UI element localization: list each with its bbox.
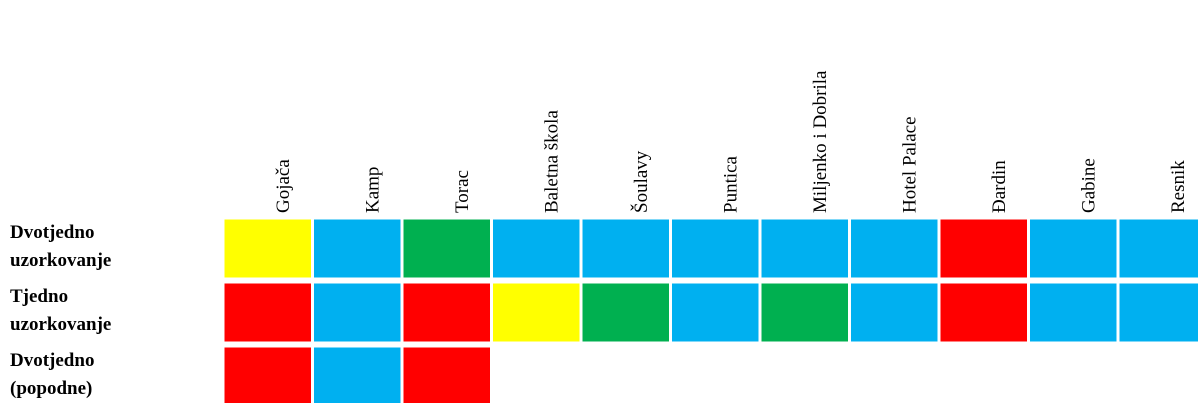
row-label-3-line-1: Dvotjedno xyxy=(10,350,94,371)
cell-row3-kamp xyxy=(314,347,401,403)
cell-row1-baletna-skola xyxy=(493,219,580,278)
column-label-soulavy: Šoulavy xyxy=(630,150,652,213)
cell-row3-gojaca xyxy=(224,347,311,403)
column-labels: Gojača Kamp Torac Baletna škola Šoulavy Punti… xyxy=(273,70,1189,213)
cell-row2-puntica xyxy=(672,283,759,342)
cell-row2-gabine xyxy=(1030,283,1117,342)
row-label-2-line-2: uzorkovanje xyxy=(10,314,111,335)
column-label-gabine: Gabine xyxy=(1079,158,1100,213)
cell-row2-torac xyxy=(403,283,490,342)
row-label-3-line-2: (popodne) xyxy=(10,378,92,399)
column-label-gojaca: Gojača xyxy=(273,159,294,213)
cell-row1-puntica xyxy=(672,219,759,278)
cell-row1-torac xyxy=(403,219,490,278)
column-label-resnik: Resnik xyxy=(1168,160,1189,213)
cell-row2-resnik xyxy=(1119,283,1198,342)
column-label-puntica: Puntica xyxy=(721,155,742,213)
row-label-2-line-1: Tjedno xyxy=(10,286,68,307)
column-label-miljenko-i-dobrila: Miljenko i Dobrila xyxy=(810,70,831,213)
cell-row2-kamp xyxy=(314,283,401,342)
cell-row1-resnik xyxy=(1119,219,1198,278)
row-label-1-line-2: uzorkovanje xyxy=(10,250,111,271)
column-label-baletna-skola: Baletna škola xyxy=(542,110,563,213)
cell-row2-hotel-palace xyxy=(851,283,938,342)
row-labels: Dvotjedno uzorkovanje Tjedno uzorkovanje Dvo… xyxy=(10,222,111,399)
cell-row2-baletna-skola xyxy=(493,283,580,342)
cell-row2-soulavy xyxy=(582,283,669,342)
cell-row2-gojaca xyxy=(224,283,311,342)
cell-row1-dardin xyxy=(940,219,1027,278)
column-label-dardin: Đardin xyxy=(989,160,1010,213)
cell-row3-torac xyxy=(403,347,490,403)
cell-row2-dardin xyxy=(940,283,1027,342)
cell-row1-kamp xyxy=(314,219,401,278)
cell-row1-hotel-palace xyxy=(851,219,938,278)
column-label-kamp: Kamp xyxy=(363,167,384,213)
cell-row1-soulavy xyxy=(582,219,669,278)
cell-row1-gojaca xyxy=(224,219,311,278)
heatmap-cells xyxy=(224,219,1198,403)
column-label-torac: Torac xyxy=(452,170,473,213)
row-label-1-line-1: Dvotjedno xyxy=(10,222,94,243)
cell-row2-miljenko-i-dobrila xyxy=(761,283,848,342)
cell-row1-miljenko-i-dobrila xyxy=(761,219,848,278)
cell-row1-gabine xyxy=(1030,219,1117,278)
column-label-hotel-palace: Hotel Palace xyxy=(900,116,921,213)
